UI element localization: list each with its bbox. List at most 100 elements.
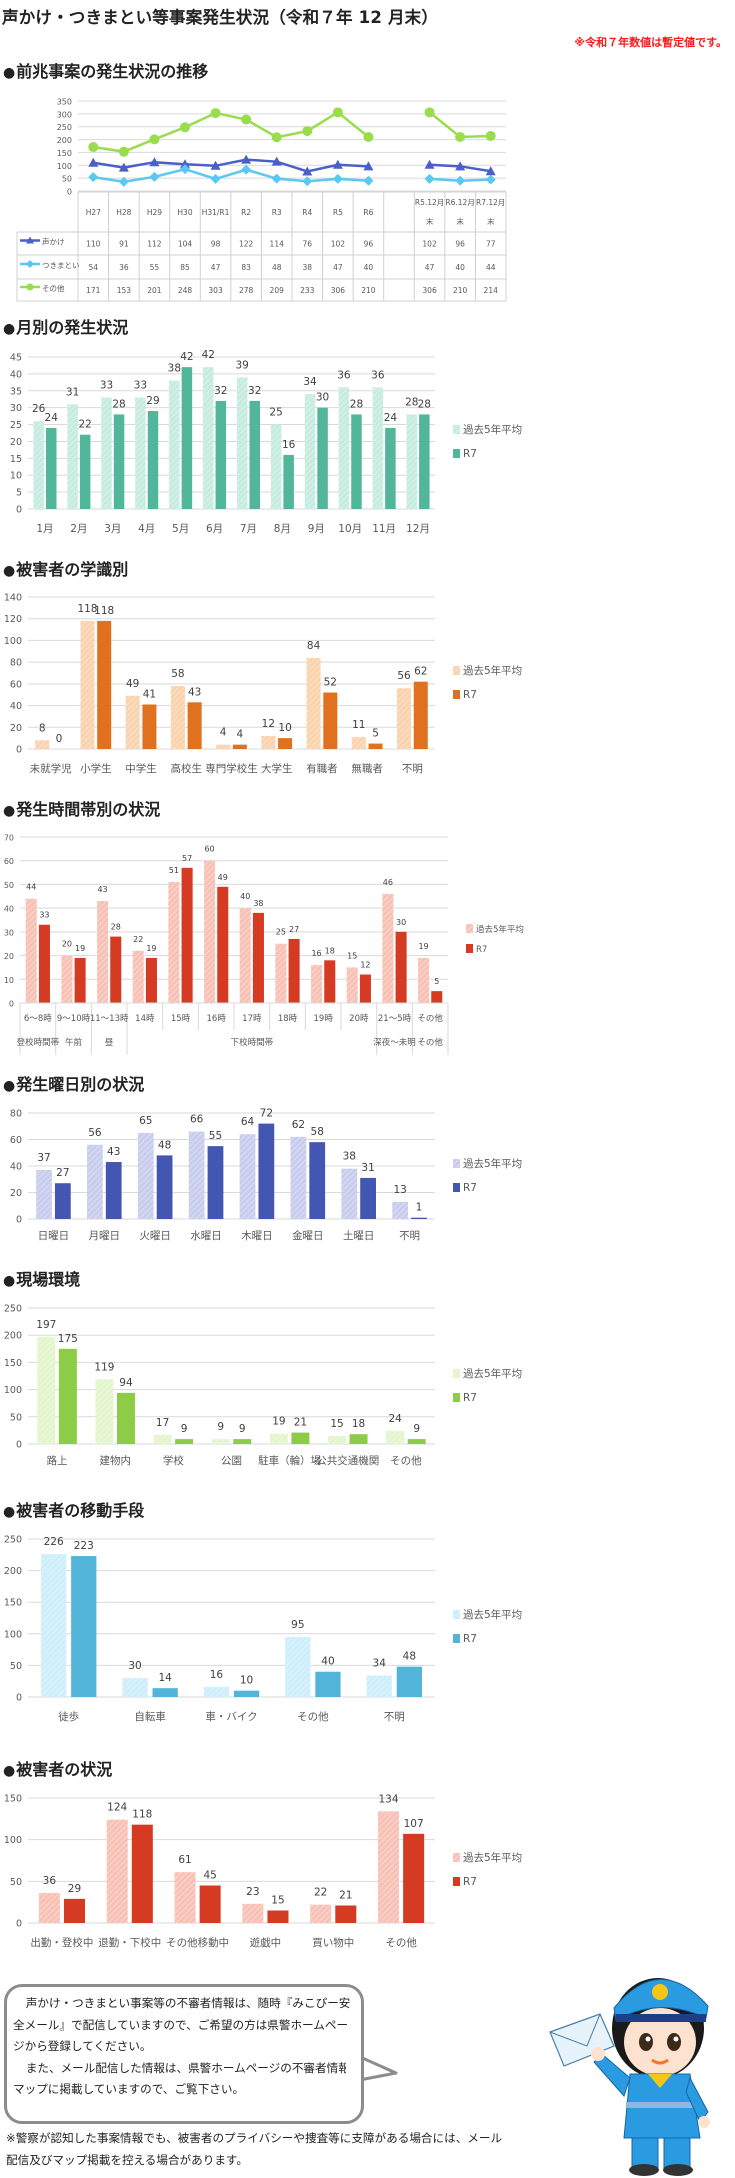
bar (152, 1688, 178, 1697)
bar (397, 688, 412, 749)
data-point (455, 132, 466, 142)
bar (233, 1439, 252, 1444)
bar (304, 394, 316, 509)
data-label: 36 (43, 1875, 57, 1887)
data-label: 10 (278, 722, 291, 734)
legend-label: 過去5年平均 (463, 664, 522, 677)
data-label: 15 (330, 1418, 343, 1430)
bar (181, 367, 193, 509)
bar (368, 743, 383, 749)
y-tick-label: 30 (10, 403, 22, 414)
data-label: 57 (182, 854, 192, 863)
bar (269, 1433, 288, 1444)
data-label: 28 (350, 398, 363, 410)
bar (25, 898, 37, 1003)
x-tick-label: 6月 (206, 523, 223, 535)
legend-swatch (453, 425, 460, 434)
bar (349, 1434, 368, 1444)
data-label: 42 (202, 349, 215, 361)
bar (45, 427, 57, 509)
group-label: 深夜～未明 (373, 1037, 416, 1048)
data-label: 118 (77, 603, 97, 615)
legend-label: R7 (463, 1876, 477, 1888)
y-tick-label: 0 (16, 745, 22, 756)
legend-label: R7 (463, 448, 477, 460)
legend-label: R7 (463, 1392, 477, 1404)
data-label: 118 (132, 1809, 152, 1821)
x-tick-label: 1月 (36, 523, 53, 535)
line-chart-trend: 0 50 100 150 200 250 300 350 H27 H28 H29 H30 H31/R1 R… (16, 98, 507, 302)
data-label: 40 (321, 1656, 334, 1668)
section-heading-trend: ●前兆事案の発生状況の推移 (3, 58, 208, 82)
data-label: 14 (158, 1672, 172, 1684)
bar (366, 1675, 392, 1697)
legend-swatch (453, 1369, 460, 1378)
data-point (455, 175, 466, 186)
bar (147, 411, 159, 509)
legend-label: つきまとい (42, 261, 80, 270)
legend-marker (26, 236, 34, 244)
table-cell: 306 (331, 286, 346, 295)
x-tick-label: 建物内 (99, 1454, 131, 1467)
section-title: 発生時間帯別の状況 (16, 800, 161, 819)
x-tick-label: 21～5時 (378, 1014, 412, 1024)
data-label: 32 (248, 385, 261, 397)
table-cell: 122 (239, 240, 254, 249)
section-heading-weekday: ●発生曜日別の状況 (3, 1071, 144, 1095)
table-cell: 102 (422, 240, 437, 249)
y-tick-label: 20 (10, 723, 22, 734)
data-label: 43 (97, 885, 107, 894)
data-label: 5 (372, 728, 379, 740)
legend-label: 声かけ (42, 237, 65, 247)
bar (216, 744, 231, 749)
data-label: 38 (343, 1151, 356, 1163)
bar (413, 681, 428, 749)
data-point (271, 173, 282, 184)
data-label: 48 (158, 1139, 171, 1151)
bullet-icon: ● (3, 65, 16, 81)
bar (204, 860, 216, 1003)
bar (309, 1142, 326, 1219)
bar (95, 1379, 114, 1444)
data-label: 19 (272, 1416, 285, 1428)
bar (125, 695, 140, 749)
data-label: 95 (291, 1619, 304, 1631)
data-label: 13 (393, 1184, 406, 1196)
data-label: 27 (56, 1167, 69, 1179)
table-cell: 248 (178, 286, 193, 295)
data-point (485, 130, 496, 141)
data-label: 19 (146, 944, 156, 953)
bar (33, 421, 44, 509)
legend-label: 過去5年平均 (463, 1157, 522, 1170)
data-label: 40 (240, 892, 250, 901)
legend-marker (26, 283, 34, 291)
data-label: 175 (58, 1333, 78, 1345)
bar (156, 1155, 173, 1219)
data-label: 61 (178, 1854, 191, 1866)
data-label: 18 (325, 946, 335, 955)
data-label: 223 (74, 1540, 94, 1552)
x-tick-label: R6.12月 (445, 198, 474, 207)
legend-swatch (453, 690, 460, 699)
bar (113, 414, 125, 509)
legend-swatch (466, 944, 473, 953)
y-tick-label: 25 (10, 420, 22, 431)
message-paragraph: また、メール配信した情報は、県警ホームページの不審者情報マップに掲載していますの… (13, 2060, 350, 2097)
y-tick-label: 70 (4, 834, 14, 843)
data-label: 34 (303, 376, 317, 388)
footnote: ※警察が認知した事案情報でも、被害者のプライバシーや捜査等に支障がある場合には、… (6, 2131, 503, 2167)
legend-label: R7 (463, 1182, 477, 1194)
bullet-icon: ● (3, 321, 16, 337)
bar (283, 454, 294, 509)
y-tick-label: 150 (57, 149, 72, 158)
bar (315, 1671, 341, 1697)
bar (58, 1348, 77, 1444)
bar (233, 1690, 260, 1697)
data-label: 58 (171, 668, 184, 680)
data-point (241, 114, 252, 125)
legend-label: その他 (42, 283, 65, 293)
x-tick-label: 不明 (399, 1230, 420, 1242)
y-tick-label: 250 (57, 123, 72, 132)
data-label: 226 (44, 1536, 64, 1548)
bar (311, 965, 323, 1003)
